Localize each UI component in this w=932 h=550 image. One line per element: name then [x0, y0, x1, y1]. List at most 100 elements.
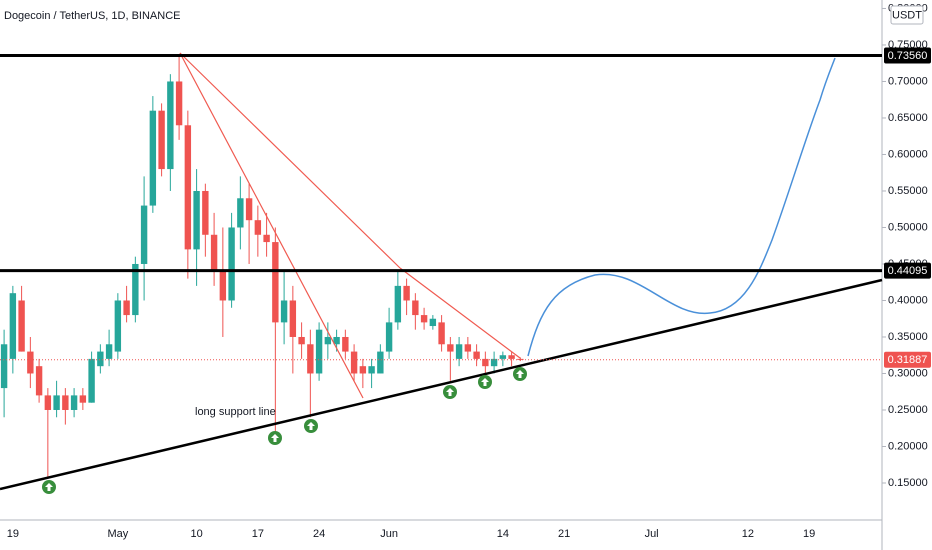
- candle-body: [447, 344, 454, 352]
- y-tick-label: 0.25000: [888, 404, 928, 416]
- x-tick-label: 14: [497, 528, 509, 540]
- y-tick-label: 0.35000: [888, 331, 928, 343]
- chart-title: Dogecoin / TetherUS, 1D, BINANCE: [4, 10, 180, 22]
- candle-body: [193, 190, 200, 250]
- candle-body: [420, 315, 428, 323]
- candle-body: [0, 344, 8, 389]
- y-tick-label: 0.60000: [888, 148, 928, 160]
- candle-body: [403, 285, 410, 301]
- candle-body: [307, 344, 314, 374]
- x-tick-label: 10: [190, 528, 202, 540]
- level-label: 0.73560: [888, 50, 928, 62]
- candle-body: [114, 300, 122, 352]
- up-arrow-icon: [268, 431, 282, 445]
- currency-box: [890, 5, 924, 25]
- candle-body: [272, 242, 279, 323]
- x-tick-label: 19: [803, 528, 815, 540]
- x-tick-label: 17: [252, 528, 264, 540]
- candle-body: [490, 358, 498, 367]
- candle-body: [324, 336, 332, 345]
- candle-body: [482, 358, 489, 367]
- candle-body: [245, 198, 253, 221]
- y-tick-label: 0.55000: [888, 185, 928, 197]
- candle-body: [97, 351, 104, 367]
- candle-body: [70, 395, 78, 410]
- trend-line: [179, 52, 401, 269]
- candle-body: [132, 263, 139, 316]
- currency-label: USDT: [892, 9, 922, 21]
- candle-body: [149, 110, 157, 206]
- annotation: long support line: [195, 406, 276, 418]
- candle-body: [140, 205, 148, 264]
- candle-body: [219, 271, 227, 301]
- candle-body: [473, 351, 480, 359]
- level-label: 0.44095: [888, 265, 928, 277]
- up-arrow-icon: [513, 367, 527, 381]
- candle-body: [368, 366, 375, 374]
- y-tick-label: 0.65000: [888, 112, 928, 124]
- up-arrow-icon: [443, 385, 457, 399]
- candle-body: [429, 318, 437, 327]
- candle-body: [499, 355, 507, 359]
- candle-body: [263, 234, 270, 243]
- candle-body: [254, 220, 262, 235]
- candle-body: [62, 395, 69, 410]
- candle-body: [9, 293, 17, 359]
- support-line: [0, 278, 883, 491]
- candle-body: [228, 227, 235, 301]
- candle-body: [394, 285, 402, 323]
- x-tick-label: 21: [558, 528, 570, 540]
- arrows: [42, 367, 527, 494]
- x-tick-label: May: [107, 528, 128, 540]
- candle-body: [44, 395, 52, 410]
- candle-body: [385, 322, 393, 352]
- last-price-label: 0.31887: [888, 354, 928, 366]
- candle-body: [508, 355, 515, 359]
- x-tick-label: Jul: [645, 528, 659, 540]
- level-label-box: [884, 262, 931, 279]
- y-tick-label: 0.50000: [888, 221, 928, 233]
- candle-body: [377, 351, 384, 374]
- candle-body: [359, 366, 367, 374]
- candle-body: [298, 336, 305, 345]
- candle-body: [342, 336, 349, 352]
- candle-body: [455, 344, 463, 359]
- candle-body: [289, 300, 297, 337]
- candle-body: [315, 329, 323, 374]
- candle-body: [35, 366, 43, 396]
- candle-body: [27, 351, 34, 374]
- x-tick-label: 24: [313, 528, 325, 540]
- y-tick-label: 0.40000: [888, 294, 928, 306]
- y-tick-label: 0.30000: [888, 367, 928, 379]
- trend-line: [179, 52, 364, 399]
- up-arrow-icon: [304, 419, 318, 433]
- candle-body: [464, 344, 472, 352]
- x-tick-label: 19: [7, 528, 19, 540]
- y-tick-label: 0.70000: [888, 75, 928, 87]
- candle-body: [438, 322, 445, 345]
- up-arrow-icon: [478, 375, 492, 389]
- candle-body: [158, 110, 165, 170]
- forecast-path: [527, 57, 836, 357]
- up-arrow-icon: [42, 480, 56, 494]
- trend-line: [399, 267, 521, 359]
- candle-body: [123, 300, 130, 316]
- candle-body: [210, 234, 218, 272]
- y-tick-label: 0.15000: [888, 477, 928, 489]
- candle-body: [53, 395, 60, 410]
- level-label-box: [884, 47, 931, 64]
- price-labels: 0.73560 0.44095 0.31887: [0, 47, 931, 368]
- candle-body: [280, 300, 288, 323]
- candle-body: [202, 190, 209, 235]
- last-price-box: [884, 351, 931, 368]
- candle-body: [105, 344, 113, 359]
- candle-body: [412, 300, 419, 316]
- candle-body: [18, 300, 25, 352]
- x-tick-label: Jun: [380, 528, 398, 540]
- candle-body: [237, 198, 244, 228]
- candle-body: [184, 125, 192, 250]
- candle-body: [175, 81, 183, 126]
- y-tick-label: 0.20000: [888, 440, 928, 452]
- candle-body: [167, 81, 174, 170]
